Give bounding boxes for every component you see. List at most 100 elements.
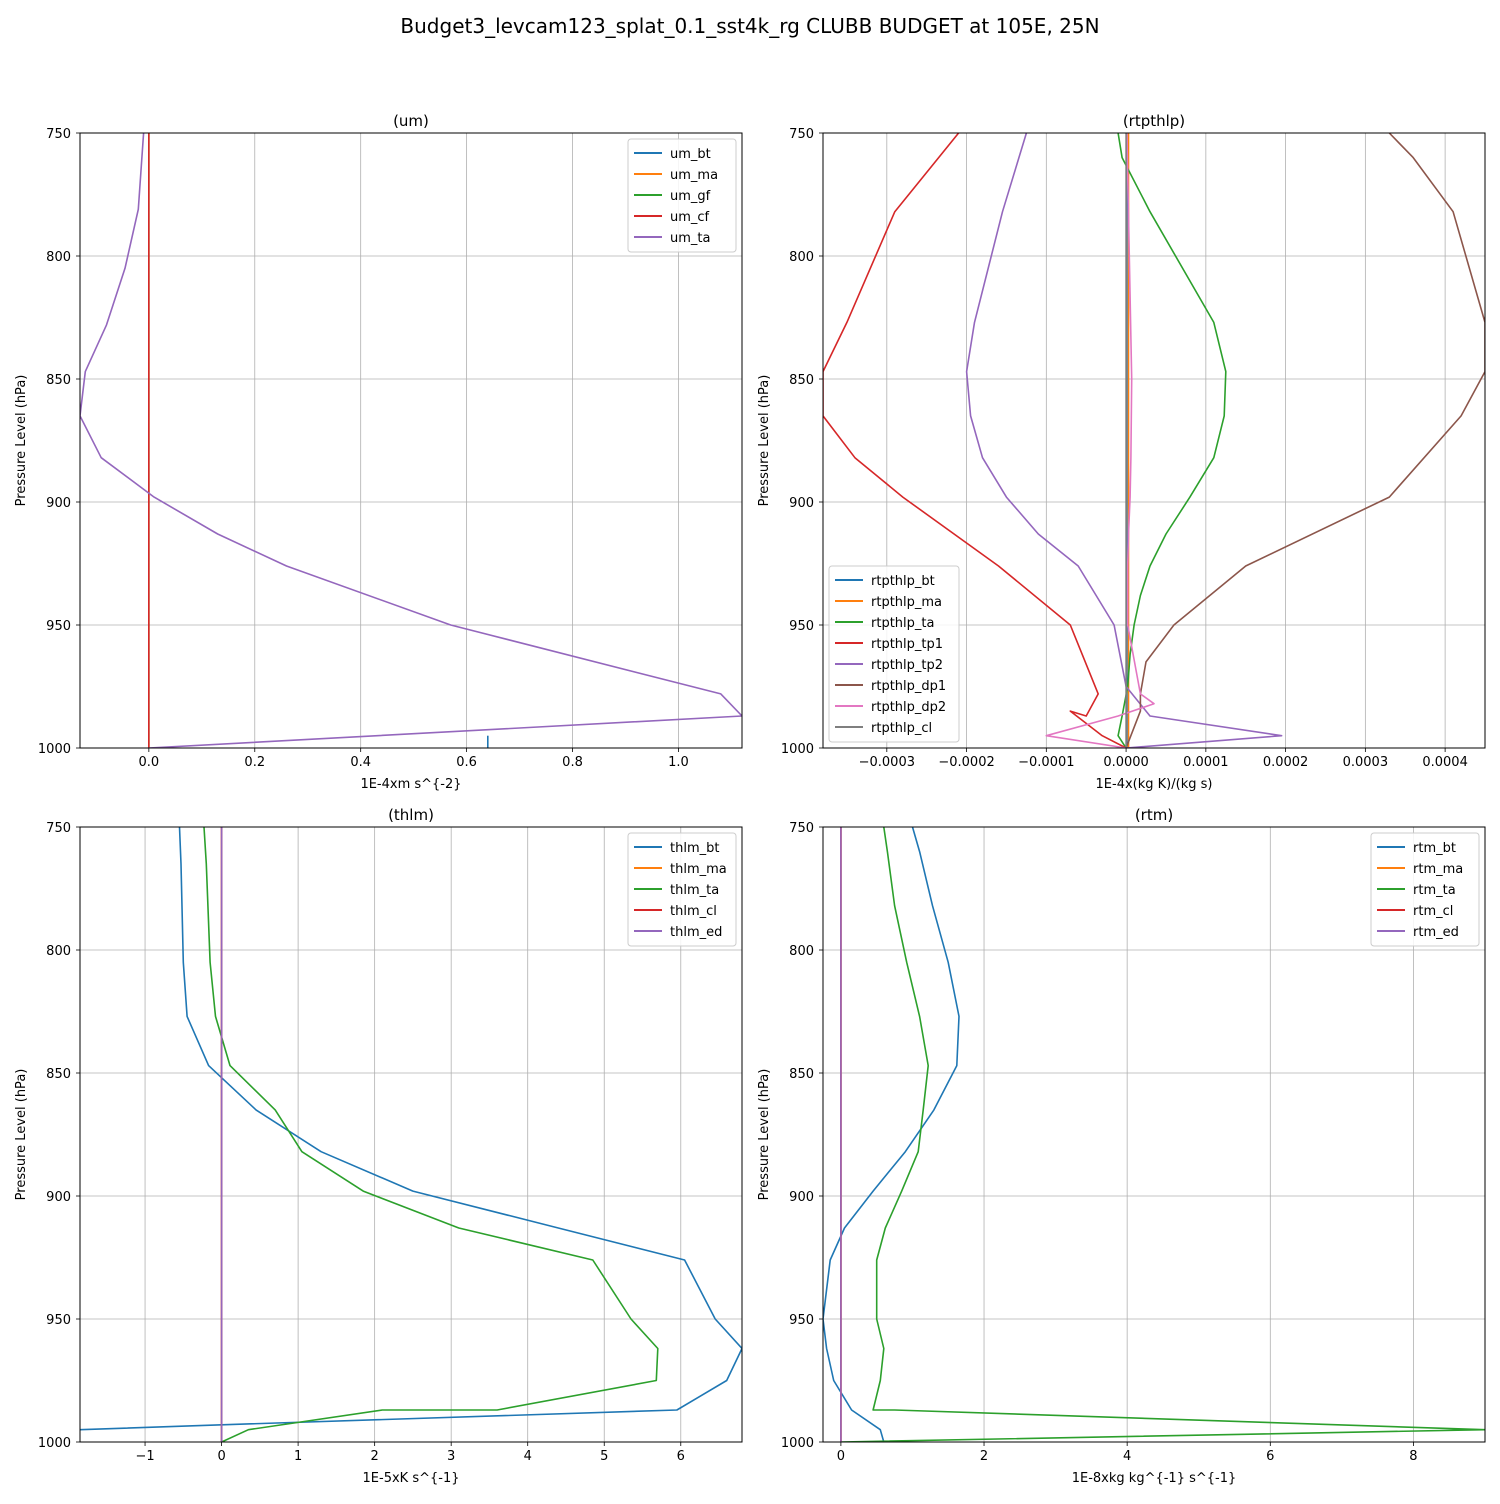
legend-label-rtpthlp_cl: rtpthlp_cl (871, 721, 932, 736)
legend: rtpthlp_bt rtpthlp_ma rtpthlp_ta rtpthlp_tp… (828, 565, 960, 743)
legend-label-rtpthlp_dp2: rtpthlp_dp2 (871, 700, 946, 715)
y-tick-label: 950 (46, 619, 71, 634)
y-tick-label: 750 (789, 821, 814, 836)
legend-label-rtm_ma: rtm_ma (1413, 862, 1463, 877)
subplot-title: (thlm) (388, 806, 434, 824)
y-tick-label: 750 (789, 127, 814, 142)
x-tick-label: 8 (1409, 1449, 1417, 1464)
y-tick-label: 950 (789, 1313, 814, 1328)
series-line-rtpthlp_tp1 (823, 133, 1127, 748)
x-tick-label: −0.0002 (938, 755, 994, 770)
x-axis-label: 1E-4x(kg K)/(kg s) (1096, 777, 1213, 792)
x-tick-label: 1.0 (668, 755, 689, 770)
x-tick-label: −0.0003 (859, 755, 915, 770)
series-group (823, 133, 1485, 748)
x-tick-label: 6 (677, 1449, 685, 1464)
y-tick-label: 850 (46, 373, 71, 388)
subplot-2: −0.0003 −0.0002 −0.0001 0.0000 0.0001 0.0002 0… (757, 112, 1486, 792)
y-tick-label: 800 (46, 944, 71, 959)
x-tick-label: 0.0000 (1103, 755, 1149, 770)
x-tick-label: 1 (294, 1449, 302, 1464)
series-line-rtpthlp_tp2 (965, 133, 1283, 748)
y-tick-label: 900 (789, 1190, 814, 1205)
x-tick-label: 4 (524, 1449, 532, 1464)
figure-title: Budget3_levcam123_splat_0.1_sst4k_rg CLU… (400, 14, 1100, 38)
axes-frame (79, 826, 743, 1443)
legend-box (1370, 832, 1480, 947)
y-axis-label: Pressure Level (hPa) (757, 375, 772, 507)
legend-label-rtm_ed: rtm_ed (1413, 925, 1459, 940)
x-tick-label: 6 (1266, 1449, 1274, 1464)
y-axis-label: Pressure Level (hPa) (757, 1069, 772, 1201)
legend: thlm_bt thlm_ma thlm_ta thlm_cl thlm_ed (627, 832, 737, 947)
legend-label-rtpthlp_dp1: rtpthlp_dp1 (871, 679, 946, 694)
y-tick-label: 750 (46, 821, 71, 836)
legend-label-um_cf: um_cf (670, 210, 710, 225)
y-tick-label: 900 (46, 1190, 71, 1205)
x-tick-label: 2 (371, 1449, 379, 1464)
y-tick-label: 1000 (38, 742, 71, 757)
y-tick-label: 750 (46, 127, 71, 142)
x-tick-label: −0.0001 (1018, 755, 1074, 770)
series-line-rtpthlp_dp1 (1125, 133, 1485, 748)
legend-label-thlm_ta: thlm_ta (670, 883, 719, 898)
x-tick-label: 0.4 (350, 755, 371, 770)
subplot-title: (rtpthlp) (1123, 112, 1185, 130)
x-tick-label: 0 (217, 1449, 225, 1464)
x-tick-label: 0.2 (244, 755, 265, 770)
x-axis-label: 1E-5xK s^{-1} (363, 1471, 460, 1486)
legend-label-um_ma: um_ma (670, 168, 718, 183)
legend-box (627, 138, 737, 253)
axes-frame (822, 826, 1486, 1443)
legend-label-rtm_cl: rtm_cl (1413, 904, 1453, 919)
y-tick-label: 900 (46, 496, 71, 511)
legend-label-rtpthlp_tp1: rtpthlp_tp1 (871, 637, 943, 652)
x-tick-label: 4 (1123, 1449, 1131, 1464)
legend-label-rtm_bt: rtm_bt (1413, 841, 1456, 856)
y-tick-label: 850 (789, 1067, 814, 1082)
series-group (80, 827, 742, 1442)
x-tick-label: 0.0003 (1343, 755, 1389, 770)
legend-label-rtpthlp_tp2: rtpthlp_tp2 (871, 658, 943, 673)
y-tick-label: 950 (789, 619, 814, 634)
x-axis-label: 1E-4xm s^{-2} (360, 777, 461, 792)
y-tick-label: 850 (46, 1067, 71, 1082)
legend-label-rtpthlp_bt: rtpthlp_bt (871, 574, 935, 589)
y-tick-label: 900 (789, 496, 814, 511)
x-tick-label: 0.0001 (1183, 755, 1229, 770)
series-line-rtpthlp_ta (1117, 133, 1227, 748)
series-line-um_ta (80, 133, 742, 748)
y-axis-label: Pressure Level (hPa) (14, 375, 29, 507)
y-tick-label: 850 (789, 373, 814, 388)
x-tick-label: 3 (447, 1449, 455, 1464)
subplot-1: 0.0 0.2 0.4 0.6 0.8 1.0 750 800 850 900 950 1000 (um… (14, 112, 743, 792)
y-tick-label: 1000 (38, 1436, 71, 1451)
series-group (80, 133, 742, 748)
x-tick-label: 5 (600, 1449, 608, 1464)
x-tick-label: 2 (980, 1449, 988, 1464)
subplot-3: −1 0 1 2 3 4 5 6 750 800 850 900 950 1000 (thlm) 1E-5xK… (14, 806, 743, 1486)
x-axis-label: 1E-8xkg kg^{-1} s^{-1} (1072, 1471, 1237, 1486)
series-line-rtpthlp_dp2 (1045, 133, 1155, 748)
legend: um_bt um_ma um_gf um_cf um_ta (627, 138, 737, 253)
legend-label-thlm_bt: thlm_bt (670, 841, 719, 856)
x-tick-label: 0.8 (562, 755, 583, 770)
legend-box (627, 832, 737, 947)
legend-box (828, 565, 960, 743)
series-line-thlm_bt (80, 827, 742, 1431)
axes-frame (79, 132, 743, 749)
x-tick-label: −1 (135, 1449, 154, 1464)
series-group (823, 827, 1485, 1442)
x-tick-label: 0.0 (139, 755, 160, 770)
y-tick-label: 800 (46, 250, 71, 265)
subplot-title: (rtm) (1135, 806, 1173, 824)
y-tick-label: 1000 (781, 742, 814, 757)
legend-label-thlm_ma: thlm_ma (670, 862, 727, 877)
legend-label-um_ta: um_ta (670, 231, 710, 246)
x-tick-label: 0 (837, 1449, 845, 1464)
legend-label-rtm_ta: rtm_ta (1413, 883, 1456, 898)
series-line-rtm_ta (840, 827, 1485, 1442)
series-line-rtm_bt (823, 827, 960, 1442)
